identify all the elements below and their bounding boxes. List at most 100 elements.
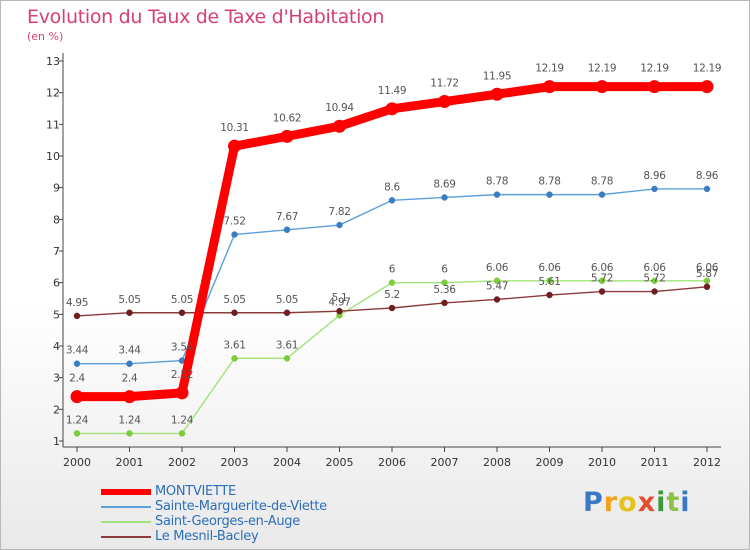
data-label-sainte-marguerite-de-viette: 8.78 — [486, 176, 508, 188]
data-label-montviette: 10.31 — [220, 122, 249, 134]
data-label-le-mesnil-bacley: 5.87 — [696, 268, 718, 280]
data-label-saint-georges-en-auge: 1.24 — [118, 414, 141, 426]
x-tick-label: 2001 — [116, 456, 144, 469]
data-point-le-mesnil-bacley — [703, 283, 711, 291]
data-point-saint-georges-en-auge — [283, 355, 291, 362]
data-label-saint-georges-en-auge: 3.61 — [223, 339, 245, 351]
data-point-sainte-marguerite-de-viette — [493, 191, 501, 198]
data-label-montviette: 10.62 — [273, 112, 302, 124]
data-point-sainte-marguerite-de-viette — [546, 191, 553, 198]
data-point-le-mesnil-bacley — [388, 304, 396, 312]
legend-swatch-sainte-marguerite-de-viette — [101, 506, 151, 508]
data-point-montviette — [385, 102, 399, 116]
data-point-saint-georges-en-auge — [73, 430, 81, 437]
data-label-saint-georges-en-auge: 6.06 — [696, 262, 719, 274]
data-label-saint-georges-en-auge: 6.06 — [591, 262, 614, 274]
data-label-le-mesnil-bacley: 4.95 — [66, 297, 88, 309]
data-point-saint-georges-en-auge — [231, 355, 238, 362]
y-tick-label: 3 — [53, 372, 60, 385]
data-label-saint-georges-en-auge: 6 — [441, 264, 448, 276]
data-point-le-mesnil-bacley — [73, 312, 81, 320]
legend-label-saint-georges-en-auge: Saint-Georges-en-Auge — [155, 514, 300, 529]
x-tick-label: 2002 — [168, 456, 196, 469]
data-point-sainte-marguerite-de-viette — [651, 185, 658, 193]
data-label-sainte-marguerite-de-viette: 3.44 — [66, 345, 89, 357]
y-tick-label: 10 — [46, 150, 60, 163]
data-label-le-mesnil-bacley: 5.72 — [591, 273, 613, 285]
data-point-montviette — [438, 95, 451, 109]
data-point-sainte-marguerite-de-viette — [231, 231, 238, 238]
x-tick-label: 2011 — [641, 456, 669, 469]
chart-legend: MONTVIETTE Sainte-Marguerite-de-Viette S… — [101, 484, 421, 545]
data-point-le-mesnil-bacley — [441, 299, 448, 307]
proxiti-logo: Proxiti — [583, 487, 691, 518]
data-point-montviette — [700, 80, 714, 94]
x-tick-label: 2003 — [221, 456, 249, 469]
data-point-le-mesnil-bacley — [493, 296, 501, 303]
data-label-saint-georges-en-auge: 1.24 — [171, 414, 194, 426]
y-tick-label: 5 — [53, 308, 60, 321]
data-point-le-mesnil-bacley — [178, 309, 186, 316]
data-label-le-mesnil-bacley: 5.1 — [332, 292, 348, 304]
data-point-saint-georges-en-auge — [546, 277, 553, 285]
data-point-saint-georges-en-auge — [493, 277, 501, 285]
data-point-saint-georges-en-auge — [178, 430, 186, 437]
data-label-montviette: 12.19 — [535, 63, 564, 75]
data-label-le-mesnil-bacley: 5.05 — [276, 294, 298, 306]
x-tick-label: 2010 — [588, 456, 616, 469]
y-tick-label: 11 — [46, 118, 60, 131]
legend-item-saint-georges-en-auge: Saint-Georges-en-Auge — [101, 514, 421, 530]
data-point-sainte-marguerite-de-viette — [126, 360, 133, 367]
data-point-le-mesnil-bacley — [126, 309, 133, 316]
data-point-le-mesnil-bacley — [231, 309, 238, 316]
legend-item-sainte-marguerite-de-viette: Sainte-Marguerite-de-Viette — [101, 499, 421, 515]
x-tick-label: 2006 — [378, 456, 406, 469]
data-point-le-mesnil-bacley — [283, 309, 291, 316]
x-tick-label: 2008 — [483, 456, 511, 469]
legend-label-le-mesnil-bacley: Le Mesnil-Bacley — [155, 529, 259, 544]
data-point-montviette — [70, 390, 84, 404]
data-label-saint-georges-en-auge: 6 — [389, 264, 396, 276]
data-point-montviette — [333, 119, 346, 133]
legend-label-montviette: MONTVIETTE — [155, 484, 236, 499]
data-point-sainte-marguerite-de-viette — [283, 226, 291, 234]
y-tick-label: 12 — [46, 87, 60, 100]
data-label-sainte-marguerite-de-viette: 7.67 — [276, 211, 298, 223]
data-point-saint-georges-en-auge — [388, 279, 396, 286]
data-label-montviette: 12.19 — [693, 63, 722, 75]
data-point-saint-georges-en-auge — [126, 430, 133, 437]
data-point-sainte-marguerite-de-viette — [441, 194, 448, 201]
data-label-montviette: 11.72 — [430, 78, 459, 90]
data-point-montviette — [123, 390, 136, 404]
data-point-le-mesnil-bacley — [598, 288, 606, 295]
data-point-montviette — [595, 80, 609, 94]
legend-item-montviette: MONTVIETTE — [101, 484, 421, 500]
data-point-sainte-marguerite-de-viette — [336, 221, 343, 229]
data-label-sainte-marguerite-de-viette: 8.78 — [538, 176, 560, 188]
data-label-montviette: 11.49 — [378, 85, 407, 97]
y-tick-label: 4 — [53, 340, 60, 353]
data-point-sainte-marguerite-de-viette — [703, 185, 711, 193]
x-tick-label: 2005 — [326, 456, 354, 469]
legend-swatch-saint-georges-en-auge — [101, 521, 151, 523]
data-label-montviette: 10.94 — [325, 102, 354, 114]
data-point-saint-georges-en-auge — [598, 277, 606, 285]
data-label-saint-georges-en-auge: 1.24 — [66, 414, 89, 426]
data-point-montviette — [543, 80, 556, 94]
data-label-saint-georges-en-auge: 4.97 — [328, 296, 350, 308]
data-point-le-mesnil-bacley — [546, 291, 553, 299]
data-label-sainte-marguerite-de-viette: 7.82 — [328, 206, 350, 218]
data-label-saint-georges-en-auge: 6.06 — [538, 262, 561, 274]
data-label-sainte-marguerite-de-viette: 8.96 — [643, 170, 666, 182]
data-label-montviette: 2.4 — [122, 373, 138, 385]
legend-swatch-le-mesnil-bacley — [101, 536, 151, 538]
data-label-sainte-marguerite-de-viette: 7.52 — [223, 216, 245, 228]
data-point-sainte-marguerite-de-viette — [73, 360, 81, 367]
legend-label-sainte-marguerite-de-viette: Sainte-Marguerite-de-Viette — [155, 499, 327, 514]
data-label-sainte-marguerite-de-viette: 8.96 — [696, 170, 719, 182]
data-label-le-mesnil-bacley: 5.72 — [643, 273, 665, 285]
data-point-montviette — [648, 80, 661, 94]
y-tick-label: 13 — [46, 55, 60, 68]
